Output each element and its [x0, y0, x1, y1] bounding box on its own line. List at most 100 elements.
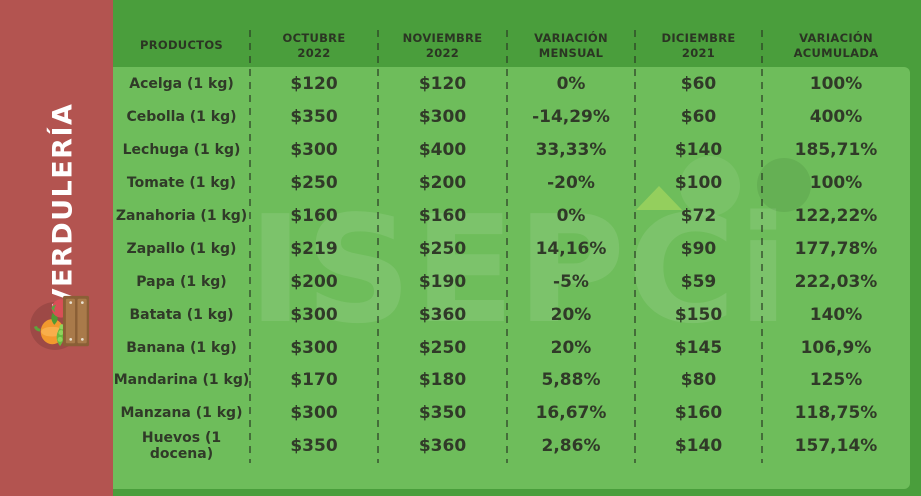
- price-octubre-2022: $350: [290, 107, 338, 128]
- variacion-mensual-value: 2,86%: [541, 436, 601, 457]
- price-octubre-2022: $200: [290, 271, 338, 292]
- product-name: Acelga (1 kg): [129, 76, 234, 93]
- table-row: Manzana (1 kg) $300 $350 16,67% $160 118…: [113, 397, 910, 430]
- variacion-acumulada-value: 400%: [809, 107, 863, 128]
- price-octubre-2022: $250: [290, 173, 338, 194]
- column-separator: [249, 30, 251, 463]
- price-noviembre-2022: $190: [418, 271, 467, 292]
- column-separator: [506, 30, 508, 463]
- table-row: Huevos (1 docena) $350 $360 2,86% $140 1…: [113, 430, 910, 463]
- price-noviembre-2022: $400: [418, 140, 467, 161]
- product-name: Lechuga (1 kg): [122, 142, 241, 159]
- variacion-acumulada-value: 100%: [809, 173, 863, 194]
- price-diciembre-2021: $60: [680, 74, 717, 95]
- table-row: Tomate (1 kg) $250 $200 -20% $100 100%: [113, 167, 910, 200]
- price-noviembre-2022: $180: [418, 370, 467, 391]
- price-noviembre-2022: $200: [418, 173, 467, 194]
- price-noviembre-2022: $350: [418, 403, 467, 424]
- product-name: Papa (1 kg): [136, 273, 227, 290]
- price-diciembre-2021: $140: [674, 436, 723, 457]
- product-name: Mandarina (1 kg): [113, 372, 250, 389]
- price-octubre-2022: $170: [290, 370, 338, 391]
- variacion-acumulada-value: 222,03%: [794, 271, 878, 292]
- table-row: Lechuga (1 kg) $300 $400 33,33% $140 185…: [113, 134, 910, 167]
- table-row: Banana (1 kg) $300 $250 20% $145 106,9%: [113, 331, 910, 364]
- price-noviembre-2022: $250: [418, 238, 467, 259]
- variacion-mensual-value: 16,67%: [535, 403, 607, 424]
- variacion-mensual-value: 20%: [550, 337, 592, 358]
- dark-circle-decoration: [757, 158, 811, 212]
- triangle-decoration: [636, 186, 682, 210]
- price-diciembre-2021: $100: [674, 173, 723, 194]
- variacion-mensual-value: -14,29%: [532, 107, 610, 128]
- variacion-mensual-value: 0%: [556, 74, 586, 95]
- price-octubre-2022: $300: [290, 140, 338, 161]
- column-separator: [761, 30, 763, 463]
- column-separator: [377, 30, 379, 463]
- light-circle-decoration: [680, 156, 740, 216]
- table-row: Mandarina (1 kg) $170 $180 5,88% $80 125…: [113, 364, 910, 397]
- variacion-acumulada-value: 125%: [809, 370, 863, 391]
- header-noviembre-2022: NOVIEMBRE 2022: [402, 30, 483, 60]
- variacion-mensual-value: 0%: [556, 206, 586, 226]
- variacion-acumulada-value: 177,78%: [794, 238, 878, 259]
- price-octubre-2022: $120: [290, 74, 338, 95]
- price-diciembre-2021: $145: [674, 337, 723, 358]
- price-octubre-2022: $350: [290, 436, 338, 457]
- product-name: Zanahoria (1 kg): [115, 208, 248, 224]
- variacion-acumulada-value: 100%: [809, 74, 863, 95]
- table-row: Batata (1 kg) $300 $360 20% $150 140%: [113, 298, 910, 331]
- variacion-mensual-value: 20%: [550, 304, 592, 325]
- price-octubre-2022: $300: [290, 403, 338, 424]
- product-name: Batata (1 kg): [129, 306, 234, 323]
- variacion-mensual-value: 33,33%: [535, 140, 607, 161]
- price-noviembre-2022: $250: [418, 337, 467, 358]
- header-diciembre-2021: DICIEMBRE 2021: [661, 30, 736, 60]
- table-row: Papa (1 kg) $200 $190 -5% $59 222,03%: [113, 265, 910, 298]
- variacion-acumulada-value: 106,9%: [800, 337, 872, 358]
- price-diciembre-2021: $80: [680, 370, 717, 391]
- price-diciembre-2021: $59: [680, 271, 717, 292]
- product-name: Banana (1 kg): [126, 339, 237, 356]
- price-noviembre-2022: $120: [418, 74, 467, 95]
- product-name: Cebolla (1 kg): [126, 109, 237, 126]
- price-octubre-2022: $300: [290, 304, 338, 325]
- price-diciembre-2021: $72: [680, 206, 717, 226]
- table-body: Acelga (1 kg) $120 $120 0% $60 100% Cebo…: [113, 67, 910, 463]
- table-header-row: PRODUCTOS OCTUBRE 2022 NOVIEMBRE 2022 VA…: [113, 24, 910, 67]
- variacion-acumulada-value: 118,75%: [794, 403, 878, 424]
- price-diciembre-2021: $160: [674, 403, 723, 424]
- price-diciembre-2021: $150: [674, 304, 723, 325]
- price-noviembre-2022: $360: [418, 436, 467, 457]
- product-name: Huevos (1 docena): [141, 430, 222, 463]
- variacion-acumulada-value: 157,14%: [794, 436, 878, 457]
- variacion-mensual-value: 14,16%: [535, 238, 607, 259]
- price-diciembre-2021: $140: [674, 140, 723, 161]
- variacion-mensual-value: 5,88%: [541, 370, 601, 391]
- variacion-acumulada-value: 185,71%: [794, 140, 878, 161]
- table-row: Zanahoria (1 kg) $160 $160 0% $72 122,22…: [113, 200, 910, 233]
- price-noviembre-2022: $300: [418, 107, 467, 128]
- price-noviembre-2022: $360: [418, 304, 467, 325]
- category-sidebar: VERDULERÍA: [0, 0, 113, 496]
- header-productos: PRODUCTOS: [140, 38, 223, 53]
- table-row: Cebolla (1 kg) $350 $300 -14,29% $60 400…: [113, 101, 910, 134]
- vegetable-crate-icon: [31, 290, 93, 352]
- price-octubre-2022: $219: [290, 238, 338, 259]
- header-octubre-2022: OCTUBRE 2022: [282, 30, 346, 60]
- header-variacion-acumulada: VARIACIÓN ACUMULADA: [793, 30, 879, 60]
- variacion-mensual-value: -20%: [547, 173, 595, 194]
- header-variacion-mensual: VARIACIÓN MENSUAL: [534, 30, 608, 60]
- category-title: VERDULERÍA: [47, 102, 79, 310]
- price-octubre-2022: $300: [290, 337, 338, 358]
- product-name: Manzana (1 kg): [120, 405, 243, 422]
- product-name: Zapallo (1 kg): [126, 240, 237, 257]
- product-name: Tomate (1 kg): [126, 175, 237, 192]
- variacion-mensual-value: -5%: [553, 271, 589, 292]
- variacion-acumulada-value: 140%: [809, 304, 863, 325]
- table-row: Zapallo (1 kg) $219 $250 14,16% $90 177,…: [113, 232, 910, 265]
- price-diciembre-2021: $90: [680, 238, 717, 259]
- price-diciembre-2021: $60: [680, 107, 717, 128]
- table-row: Acelga (1 kg) $120 $120 0% $60 100%: [113, 68, 910, 101]
